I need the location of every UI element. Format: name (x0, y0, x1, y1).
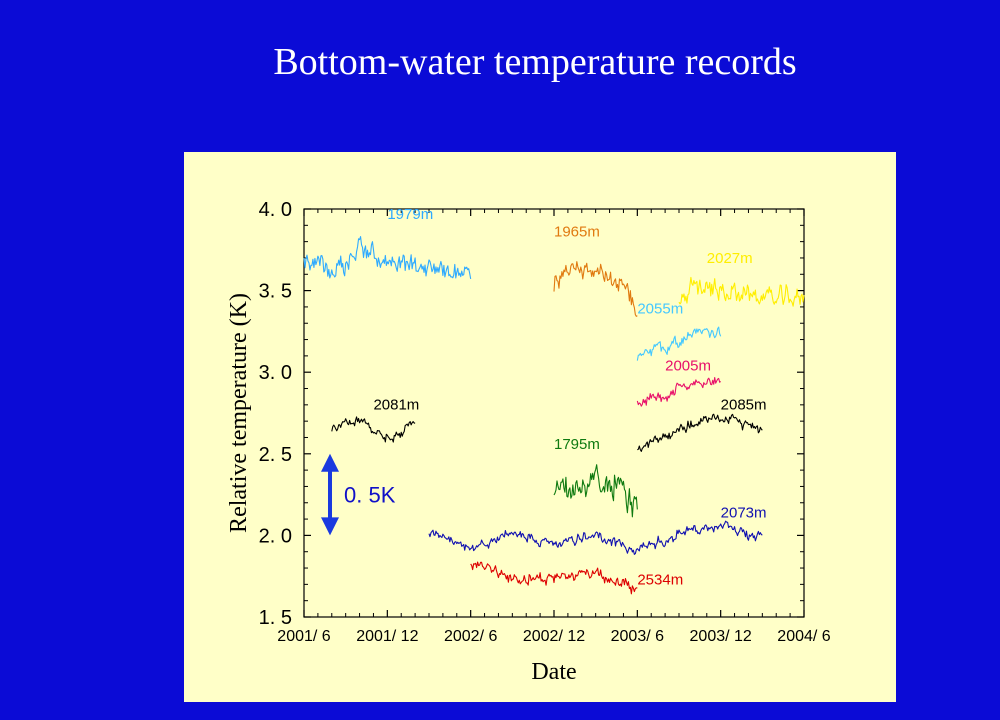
y-tick-label: 4. 0 (259, 199, 292, 221)
series-line-1965m (553, 261, 638, 317)
series-line-2005m (636, 377, 722, 407)
scale-bar-label: 0. 5K (344, 483, 396, 508)
x-tick-label: 2002/ 12 (523, 628, 585, 645)
x-axis-label: Date (531, 659, 576, 685)
y-axis-label: Relative temperature (K) (226, 293, 252, 533)
series-label-2005m: 2005m (665, 358, 711, 375)
series-label-1795m: 1795m (554, 436, 600, 453)
series-line-2085m (637, 413, 763, 452)
series-line-2081m (331, 416, 416, 443)
scale-bar-arrow-down (321, 517, 339, 536)
x-tick-label: 2001/ 6 (277, 628, 330, 645)
axes: 1. 5 2. 0 2. 5 3. 0 3. 5 4. 0 2001/ 6 2001/ 12 2… (226, 199, 831, 685)
y-tick-label: 2. 5 (259, 444, 292, 466)
series-line-1979m (303, 236, 472, 280)
chart-panel: 1. 5 2. 0 2. 5 3. 0 3. 5 4. 0 2001/ 6 2001/ 12 2… (184, 152, 896, 702)
series-line-2073m (428, 520, 763, 555)
scale-bar: 0. 5K (321, 453, 396, 536)
series-label-2027m: 2027m (707, 250, 753, 267)
y-tick-label: 1. 5 (259, 607, 292, 629)
y-tick-label: 3. 0 (259, 362, 292, 384)
x-tick-label: 2001/ 12 (356, 628, 418, 645)
series-label-2534m: 2534m (637, 571, 683, 588)
x-tick-label: 2002/ 6 (444, 628, 497, 645)
series-label-1979m: 1979m (387, 206, 433, 223)
series-lines (303, 236, 805, 595)
scale-bar-arrow-up (321, 453, 339, 472)
slide-title: Bottom-water temperature records (273, 41, 797, 83)
x-tick-label: 2004/ 6 (777, 628, 830, 645)
series-label-1965m: 1965m (554, 224, 600, 241)
x-tick-label: 2003/ 12 (690, 628, 752, 645)
temperature-chart: 1. 5 2. 0 2. 5 3. 0 3. 5 4. 0 2001/ 6 2001/ 12 2… (226, 199, 831, 685)
series-line-2027m (678, 276, 805, 307)
series-label-2085m: 2085m (721, 397, 767, 414)
series-line-1795m (553, 464, 638, 518)
series-line-2534m (470, 561, 638, 595)
y-tick-label: 2. 0 (259, 525, 292, 547)
series-label-2081m: 2081m (373, 397, 419, 414)
series-line-2055m (636, 326, 722, 361)
series-labels: 1979m 1965m 2027m 2055m 2005m 2081m 2085m 1795m… (373, 206, 766, 589)
x-tick-label: 2003/ 6 (611, 628, 664, 645)
series-label-2073m: 2073m (721, 504, 767, 521)
y-tick-label: 3. 5 (259, 281, 292, 303)
series-label-2055m: 2055m (637, 300, 683, 317)
